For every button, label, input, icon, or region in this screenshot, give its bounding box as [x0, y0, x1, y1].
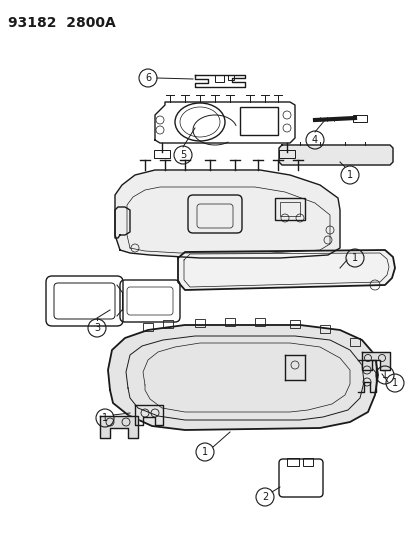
Polygon shape: [108, 325, 377, 430]
Bar: [195, 319, 204, 327]
Bar: [319, 325, 329, 333]
Bar: [163, 320, 173, 328]
Text: 1: 1: [346, 170, 352, 180]
Polygon shape: [100, 416, 138, 438]
Bar: [289, 320, 299, 328]
Bar: [286, 458, 298, 466]
Text: 3: 3: [94, 323, 100, 333]
Text: 93182  2800A: 93182 2800A: [8, 16, 116, 30]
Polygon shape: [178, 250, 394, 290]
Text: 1: 1: [351, 253, 357, 263]
Polygon shape: [278, 145, 392, 165]
Bar: [214, 75, 223, 82]
Text: 1: 1: [102, 413, 108, 423]
Text: 5: 5: [179, 150, 186, 160]
Text: 1: 1: [381, 370, 387, 380]
Bar: [224, 318, 235, 326]
Text: 6: 6: [145, 73, 151, 83]
Text: 4: 4: [311, 135, 317, 145]
Polygon shape: [115, 170, 339, 258]
Bar: [349, 338, 359, 346]
Bar: [302, 458, 312, 466]
Bar: [274, 198, 304, 220]
Bar: [228, 75, 233, 80]
Polygon shape: [361, 352, 389, 370]
Bar: [142, 323, 153, 331]
Bar: [352, 115, 366, 122]
Bar: [278, 150, 294, 158]
Bar: [254, 318, 264, 326]
Text: 2: 2: [261, 492, 268, 502]
Text: 1: 1: [202, 447, 208, 457]
Text: 1: 1: [391, 378, 397, 388]
Bar: [279, 202, 299, 216]
Bar: [154, 150, 170, 158]
Bar: [240, 107, 277, 135]
